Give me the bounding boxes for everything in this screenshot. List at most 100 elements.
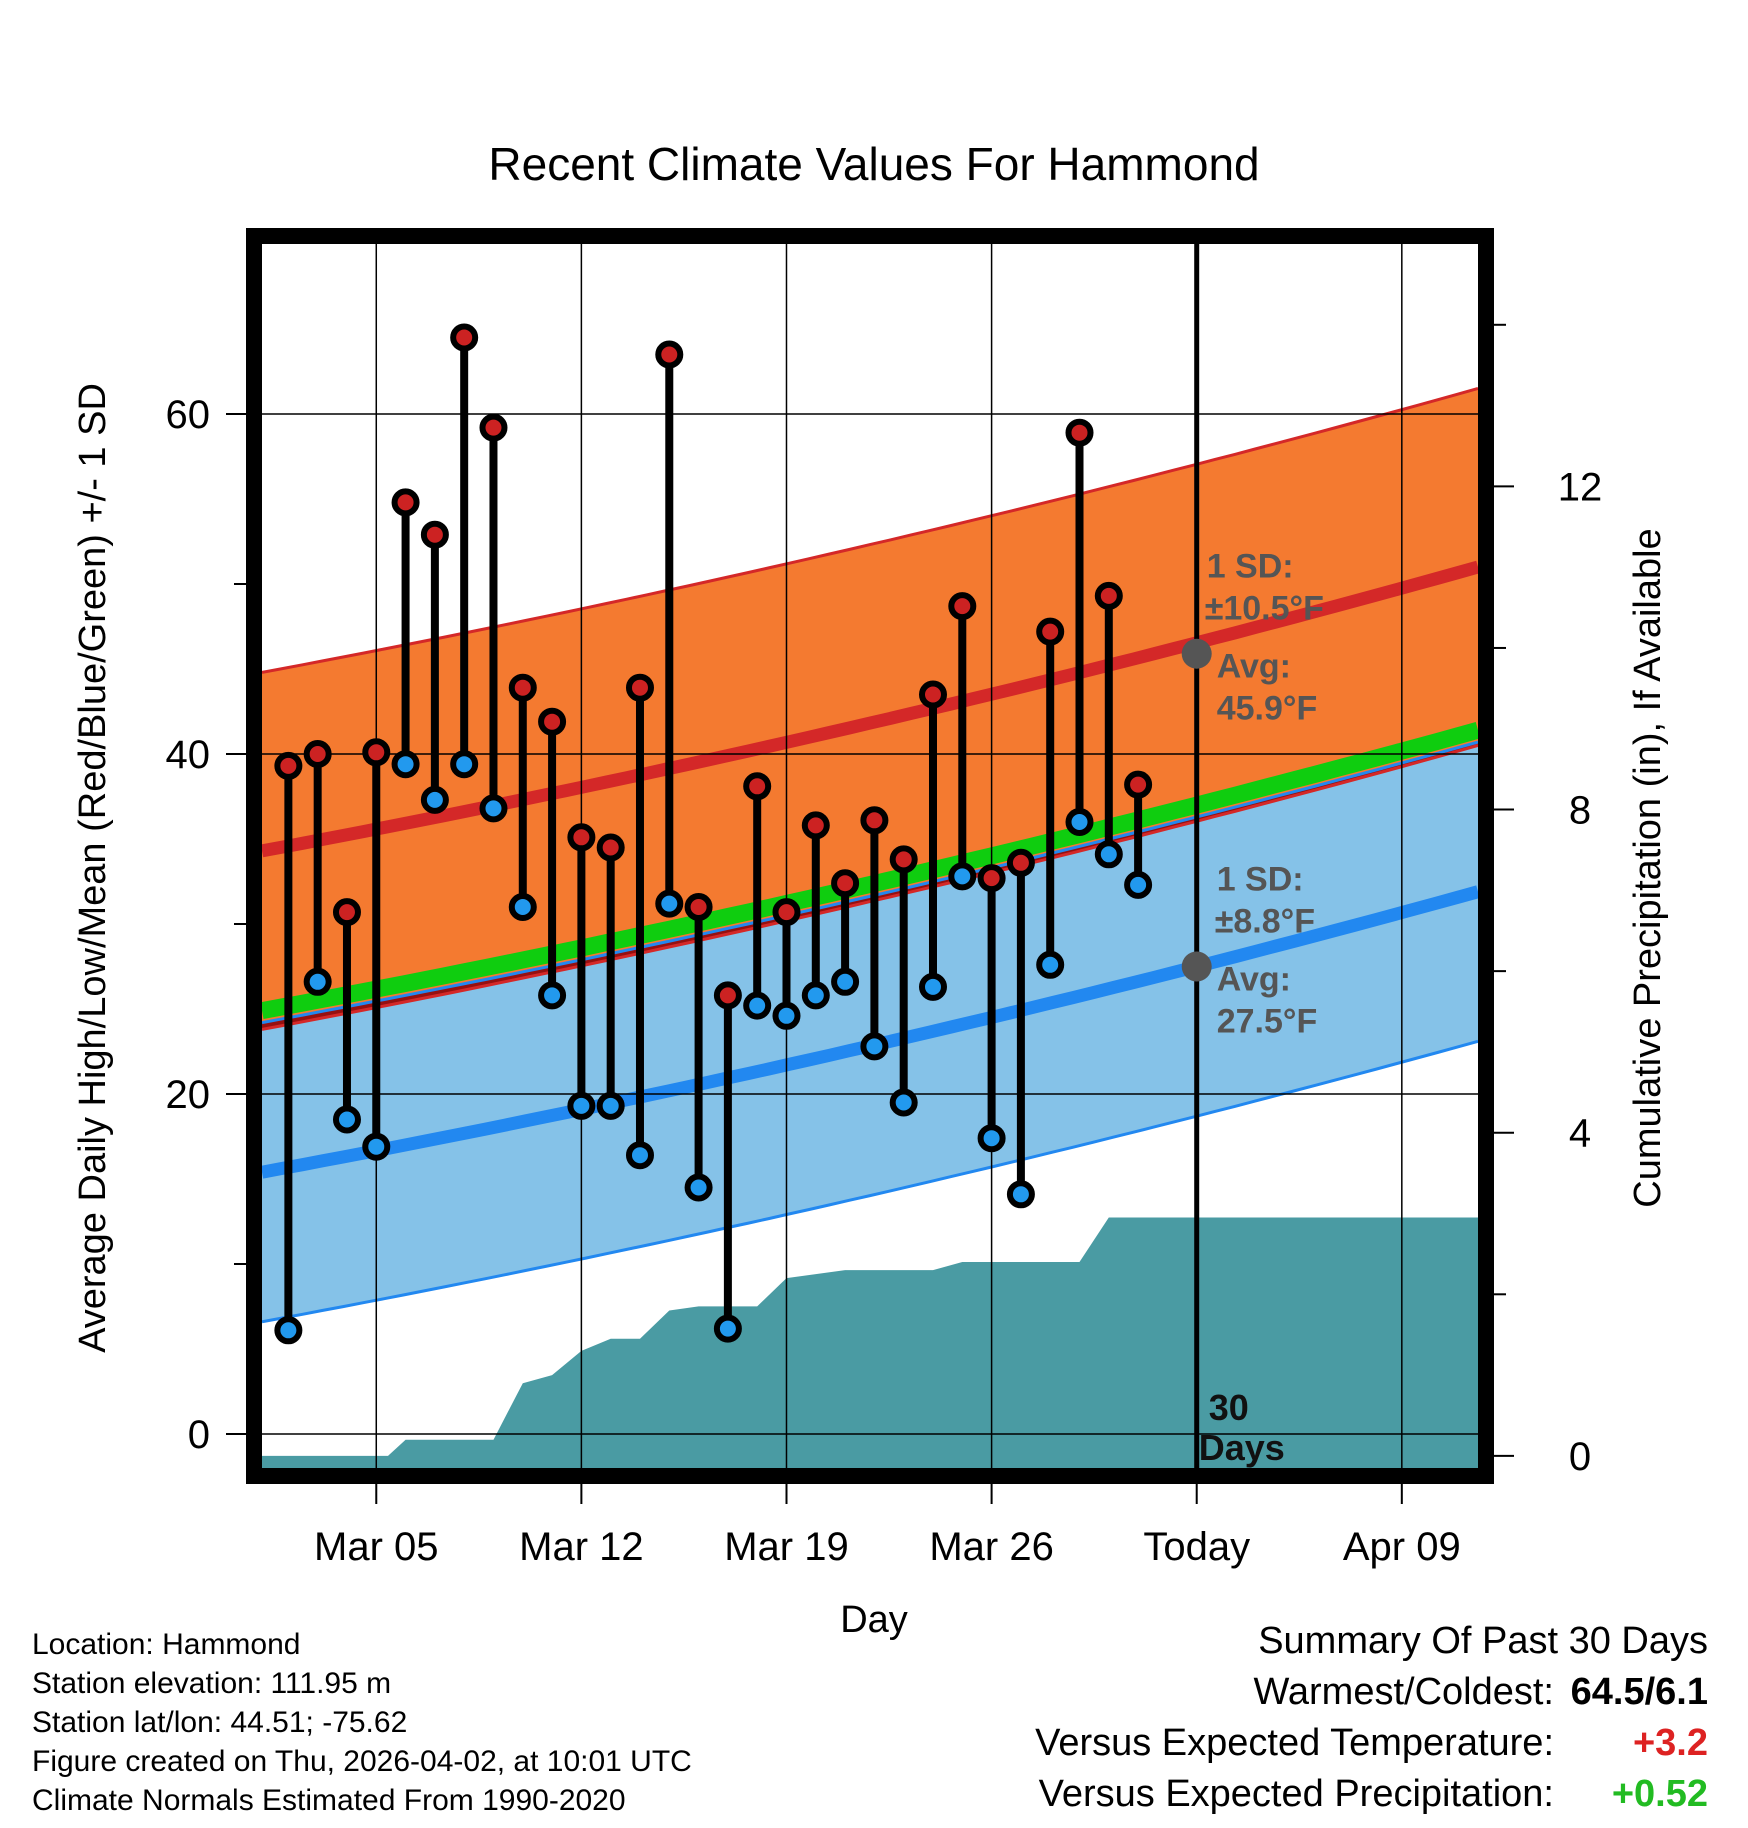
normals-text: Climate Normals Estimated From 1990-2020: [32, 1784, 626, 1817]
daily-high-point: [274, 751, 303, 780]
daily-high-point: [567, 823, 596, 852]
daily-high-point: [508, 673, 537, 702]
today-high-avg-marker: [1181, 638, 1212, 669]
daily-low-point: [1006, 1180, 1035, 1209]
daily-high-point: [596, 833, 625, 862]
daily-high-point: [860, 806, 889, 835]
daily-high-point: [801, 811, 830, 840]
elevation-text: Station elevation: 111.95 m: [32, 1667, 392, 1700]
daily-high-point: [977, 864, 1006, 893]
low-sd-value: ±8.8°F: [1215, 903, 1315, 941]
high-sd-lower-line: [262, 744, 1478, 1031]
low-sd-upper-line: [262, 740, 1478, 1025]
daily-low-point: [479, 794, 508, 823]
y-tick-label: 0: [188, 1413, 210, 1457]
mean-normal-line: [262, 722, 1478, 1020]
x-tick-label: Mar 26: [929, 1525, 1054, 1569]
station-info: Location: Hammond Station elevation: 111…: [32, 1625, 692, 1820]
x-tick-label: Mar 12: [519, 1525, 644, 1569]
y2-tick-label: 4: [1569, 1112, 1591, 1156]
high-normal-line: [262, 560, 1478, 858]
low-avg-label: Avg:: [1217, 961, 1291, 999]
temp-value: +3.2: [1632, 1722, 1708, 1764]
daily-high-point: [655, 340, 684, 369]
daily-low-point: [1065, 808, 1094, 836]
daily-high-point: [450, 323, 479, 352]
low-sd-label: 1 SD:: [1217, 861, 1304, 899]
x-tick-label: Apr 09: [1343, 1525, 1461, 1569]
plot-frame: [246, 228, 1494, 1484]
daily-low-point: [977, 1124, 1006, 1153]
window-label-number: 30: [1209, 1387, 1249, 1428]
high-sd-value: ±10.5°F: [1205, 590, 1324, 628]
daily-high-point: [1006, 848, 1035, 877]
daily-low-point: [362, 1132, 391, 1161]
latlon-text: Station lat/lon: 44.51; -75.62: [32, 1706, 408, 1739]
x-axis-label: Day: [840, 1599, 908, 1641]
warmest-label: Warmest/Coldest:: [1253, 1671, 1554, 1713]
precip-value: +0.52: [1611, 1773, 1708, 1815]
daily-low-point: [508, 893, 537, 921]
warmest-value: 64.5/6.1: [1570, 1671, 1708, 1713]
daily-low-point: [450, 750, 479, 779]
daily-low-point: [420, 785, 449, 814]
daily-low-point: [743, 991, 772, 1020]
daily-high-point: [772, 898, 801, 927]
daily-low-point: [538, 981, 567, 1010]
x-tick-label: Today: [1143, 1525, 1250, 1569]
daily-high-point: [889, 845, 918, 874]
daily-high-point: [918, 680, 947, 709]
daily-low-point: [948, 862, 977, 891]
summary-panel: Summary Of Past 30 Days Warmest/Coldest:…: [1035, 1620, 1708, 1824]
daily-high-point: [684, 893, 713, 921]
y-tick-label: 60: [166, 393, 211, 437]
x-tick-label: Mar 19: [724, 1525, 849, 1569]
location-text: Location: Hammond: [32, 1628, 301, 1661]
daily-high-point: [1094, 581, 1123, 610]
y2-axis-label: Cumulative Precipitation (in), If Availa…: [1627, 528, 1669, 1207]
daily-high-point: [420, 520, 449, 549]
daily-low-point: [567, 1091, 596, 1120]
chart-title: Recent Climate Values For Hammond: [488, 138, 1259, 190]
high-avg-value: 45.9°F: [1217, 690, 1318, 728]
daily-low-point: [332, 1105, 361, 1134]
y2-tick-label: 8: [1569, 789, 1591, 833]
daily-low-point: [860, 1032, 889, 1061]
daily-low-point: [801, 981, 830, 1010]
y-axis-label: Average Daily High/Low/Mean (Red/Blue/Gr…: [72, 383, 114, 1353]
daily-high-point: [831, 869, 860, 898]
high-avg-label: Avg:: [1217, 648, 1291, 686]
daily-low-point: [1094, 840, 1123, 869]
x-tick-label: Mar 05: [314, 1525, 439, 1569]
daily-low-point: [625, 1141, 654, 1170]
high-sd-label: 1 SD:: [1207, 548, 1294, 586]
daily-high-point: [625, 673, 654, 702]
daily-high-point: [303, 740, 332, 768]
daily-low-point: [772, 1001, 801, 1030]
cumulative-precip-area: [262, 1217, 1478, 1468]
daily-high-point: [362, 738, 391, 767]
high-sd-band: [262, 388, 1478, 1030]
temp-label: Versus Expected Temperature:: [1035, 1722, 1554, 1764]
y-tick-label: 40: [166, 733, 211, 777]
daily-low-point: [713, 1314, 742, 1343]
daily-low-point: [391, 750, 420, 779]
daily-low-point: [1036, 950, 1065, 979]
daily-low-point: [831, 967, 860, 996]
today-low-avg-marker: [1181, 951, 1212, 982]
window-label-days: Days: [1199, 1427, 1285, 1468]
summary-title: Summary Of Past 30 Days: [1258, 1620, 1708, 1662]
daily-low-point: [274, 1316, 303, 1345]
daily-low-point: [596, 1091, 625, 1120]
low-sd-band: [262, 742, 1478, 1322]
precip-label: Versus Expected Precipitation:: [1038, 1773, 1554, 1815]
daily-high-point: [1036, 617, 1065, 646]
daily-high-point: [479, 413, 508, 442]
daily-low-point: [918, 972, 947, 1001]
y-tick-label: 20: [166, 1073, 211, 1117]
daily-high-point: [332, 898, 361, 927]
daily-high-point: [743, 772, 772, 801]
daily-high-point: [948, 592, 977, 621]
created-text: Figure created on Thu, 2026-04-02, at 10…: [32, 1745, 692, 1778]
